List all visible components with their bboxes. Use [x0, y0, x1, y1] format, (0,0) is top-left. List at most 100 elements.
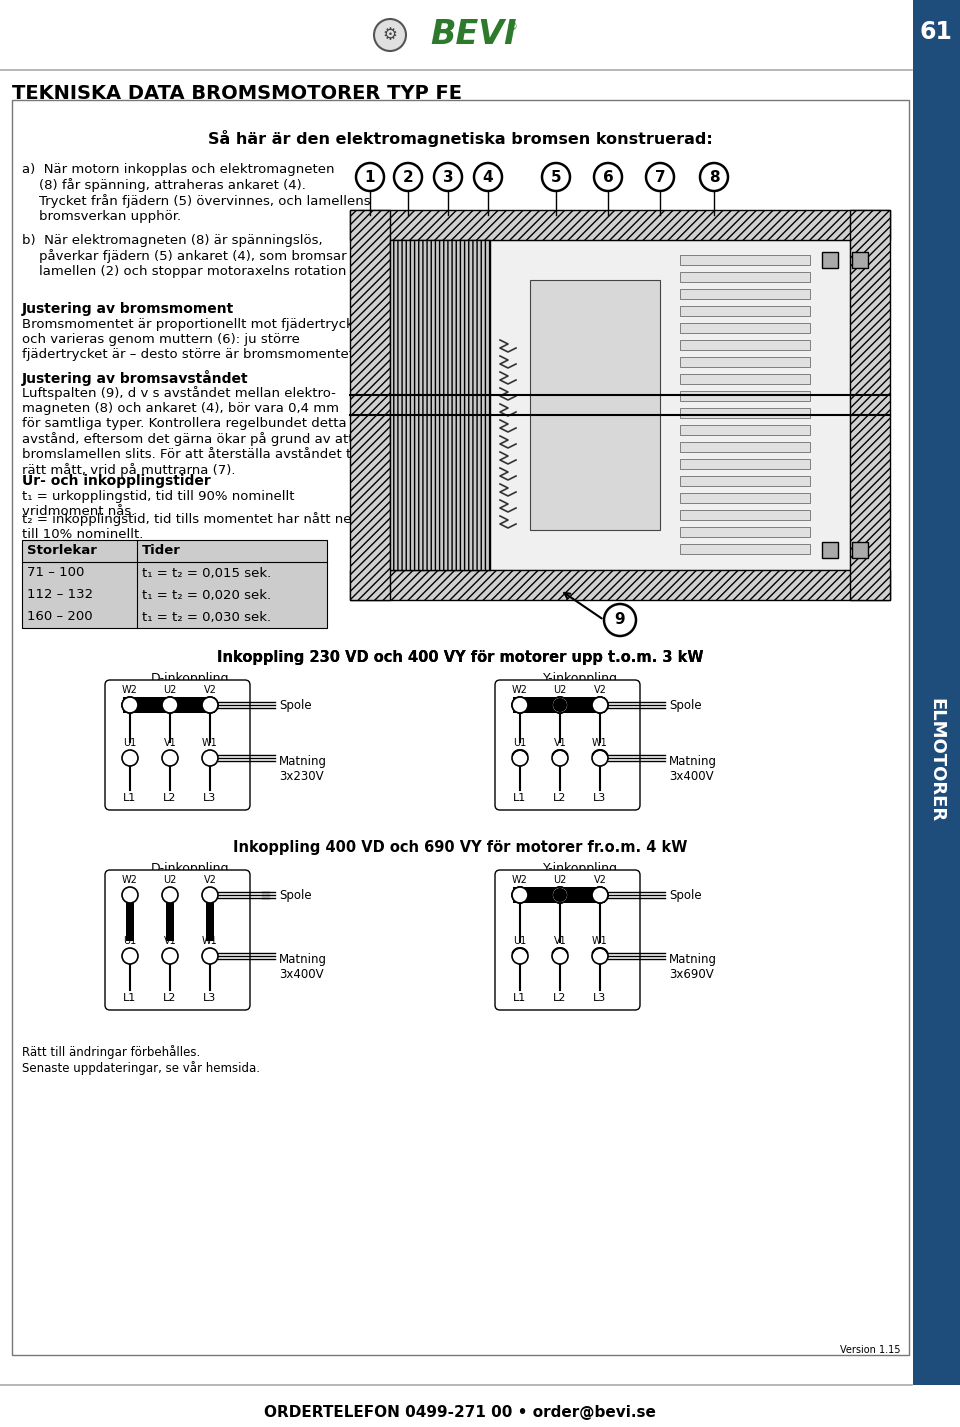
Text: 9: 9	[614, 612, 625, 628]
Text: L1: L1	[124, 993, 136, 1003]
Circle shape	[512, 888, 528, 903]
Text: Y-inkoppling: Y-inkoppling	[542, 672, 617, 685]
Circle shape	[552, 888, 568, 903]
Circle shape	[592, 948, 608, 965]
Text: Matning
3x230V: Matning 3x230V	[279, 755, 327, 783]
FancyBboxPatch shape	[822, 253, 838, 268]
Text: Bromsmomentet är proportionellt mot fjädertrycket
och varieras genom muttern (6): Bromsmomentet är proportionellt mot fjäd…	[22, 318, 367, 361]
Circle shape	[512, 948, 528, 965]
FancyBboxPatch shape	[680, 527, 810, 537]
FancyBboxPatch shape	[166, 903, 174, 940]
FancyBboxPatch shape	[822, 542, 838, 558]
Circle shape	[474, 163, 502, 191]
FancyBboxPatch shape	[680, 492, 810, 502]
Circle shape	[162, 948, 178, 965]
Text: 5: 5	[551, 170, 562, 184]
Text: 6: 6	[603, 170, 613, 184]
FancyBboxPatch shape	[680, 425, 810, 435]
Text: W2: W2	[512, 685, 528, 695]
Text: 8: 8	[708, 170, 719, 184]
Text: Spole: Spole	[279, 889, 312, 902]
Circle shape	[162, 888, 178, 903]
Text: L3: L3	[593, 993, 607, 1003]
Text: t₁ = t₂ = 0,020 sek.: t₁ = t₂ = 0,020 sek.	[142, 588, 271, 602]
Text: L2: L2	[163, 793, 177, 803]
Text: Så här är den elektromagnetiska bromsen konstruerad:: Så här är den elektromagnetiska bromsen …	[207, 130, 712, 147]
Text: L3: L3	[204, 793, 217, 803]
Text: V2: V2	[593, 685, 607, 695]
Circle shape	[552, 948, 568, 965]
Text: Justering av bromsavståndet: Justering av bromsavståndet	[22, 370, 249, 385]
Text: U1: U1	[514, 738, 527, 748]
Circle shape	[374, 19, 406, 51]
Text: BEVI: BEVI	[430, 19, 516, 51]
Circle shape	[552, 888, 568, 903]
FancyBboxPatch shape	[530, 280, 660, 529]
Text: Spole: Spole	[669, 698, 702, 712]
Circle shape	[434, 163, 462, 191]
FancyBboxPatch shape	[495, 681, 640, 811]
Text: Spole: Spole	[279, 698, 312, 712]
Text: 3: 3	[443, 170, 453, 184]
Text: U2: U2	[163, 685, 177, 695]
FancyBboxPatch shape	[206, 903, 214, 940]
Text: V1: V1	[163, 936, 177, 946]
Text: U1: U1	[124, 936, 136, 946]
Circle shape	[646, 163, 674, 191]
FancyBboxPatch shape	[680, 255, 810, 265]
FancyBboxPatch shape	[513, 696, 605, 714]
Text: 160 – 200: 160 – 200	[27, 611, 92, 624]
FancyBboxPatch shape	[680, 305, 810, 315]
FancyBboxPatch shape	[350, 569, 890, 599]
Text: W1: W1	[592, 936, 608, 946]
Text: Inkoppling 230 VD och 400 VY för motorer upp t.o.m. 3 kW: Inkoppling 230 VD och 400 VY för motorer…	[217, 651, 704, 665]
FancyBboxPatch shape	[680, 357, 810, 367]
FancyBboxPatch shape	[850, 210, 890, 599]
Text: 2: 2	[402, 170, 414, 184]
Text: U1: U1	[514, 936, 527, 946]
FancyBboxPatch shape	[680, 290, 810, 300]
Circle shape	[394, 163, 422, 191]
Text: 71 – 100: 71 – 100	[27, 567, 84, 579]
FancyBboxPatch shape	[350, 210, 890, 240]
FancyBboxPatch shape	[680, 323, 810, 332]
Circle shape	[592, 888, 608, 903]
Circle shape	[202, 751, 218, 766]
Text: Matning
3x690V: Matning 3x690V	[669, 953, 717, 980]
Text: V1: V1	[163, 738, 177, 748]
Text: V2: V2	[204, 685, 216, 695]
FancyBboxPatch shape	[852, 542, 868, 558]
Circle shape	[202, 696, 218, 714]
FancyBboxPatch shape	[12, 100, 909, 1356]
Circle shape	[592, 888, 608, 903]
Text: TEKNISKA DATA BROMSMOTORER TYP FE: TEKNISKA DATA BROMSMOTORER TYP FE	[12, 84, 462, 103]
Circle shape	[162, 696, 178, 714]
Text: Inkoppling 400 VD och 690 VY för motorer fr.o.m. 4 kW: Inkoppling 400 VD och 690 VY för motorer…	[233, 841, 687, 855]
Text: V1: V1	[554, 936, 566, 946]
Text: L2: L2	[553, 793, 566, 803]
Circle shape	[592, 696, 608, 714]
Text: D-inkoppling: D-inkoppling	[151, 862, 229, 875]
Text: U2: U2	[553, 875, 566, 885]
Text: W1: W1	[203, 738, 218, 748]
Text: ⚙: ⚙	[383, 26, 397, 44]
Text: L1: L1	[514, 793, 527, 803]
Text: V2: V2	[204, 875, 216, 885]
FancyBboxPatch shape	[913, 0, 960, 1386]
Circle shape	[122, 696, 138, 714]
Text: b)  När elektromagneten (8) är spänningslös,
    påverkar fjädern (5) ankaret (4: b) När elektromagneten (8) är spänningsl…	[22, 234, 347, 278]
Text: L1: L1	[514, 993, 527, 1003]
Circle shape	[552, 696, 568, 714]
Circle shape	[512, 751, 528, 766]
Circle shape	[553, 698, 567, 712]
FancyBboxPatch shape	[680, 340, 810, 350]
Circle shape	[202, 696, 218, 714]
Circle shape	[122, 948, 138, 965]
Text: t₁ = t₂ = 0,030 sek.: t₁ = t₂ = 0,030 sek.	[142, 611, 271, 624]
Text: Matning
3x400V: Matning 3x400V	[669, 755, 717, 783]
FancyBboxPatch shape	[680, 391, 810, 401]
FancyBboxPatch shape	[680, 509, 810, 519]
Text: 4: 4	[483, 170, 493, 184]
FancyBboxPatch shape	[680, 459, 810, 469]
FancyBboxPatch shape	[350, 210, 390, 599]
